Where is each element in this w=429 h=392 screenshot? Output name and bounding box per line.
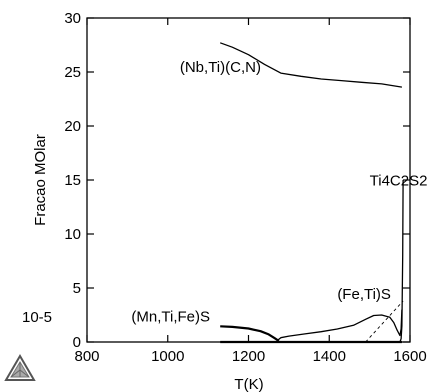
data-lines: (Nb,Ti)(C,N) Ti4C2S2 (Fe,Ti)S (Mn,Ti,Fe)S <box>131 42 428 344</box>
series-line-dashed <box>365 300 404 343</box>
thermo-calc-logo-icon <box>4 354 36 381</box>
series-line-mn-ti-fe-s <box>220 325 280 342</box>
y-tick-label: 10 <box>64 226 81 243</box>
labels: T(K) Fracao MOlar 10-5 <box>22 134 264 392</box>
annotation-label: (Fe,Ti)S <box>337 286 391 303</box>
y-tick-label: 30 <box>64 10 81 27</box>
x-axis-label: T(K) <box>234 376 263 392</box>
y-tick-label: 25 <box>64 64 81 81</box>
y-tick-label: 0 <box>73 334 81 351</box>
y-axis-label: Fracao MOlar <box>32 134 49 226</box>
series-line-nb-ti-c-n <box>219 42 403 88</box>
y-tick-label: 20 <box>64 118 81 135</box>
x-tick-label: 1600 <box>393 348 426 365</box>
y-tick-label: 15 <box>64 172 81 189</box>
series-line-fe-ti-s <box>276 309 403 342</box>
x-tick-label: 1000 <box>151 348 184 365</box>
y-tick-label: 5 <box>73 280 81 297</box>
annotation-label: Ti4C2S2 <box>370 172 428 189</box>
x-tick-label: 1400 <box>313 348 346 365</box>
annotation-label: (Mn,Ti,Fe)S <box>131 308 210 325</box>
annotation-label: (Nb,Ti)(C,N) <box>180 59 261 76</box>
series-line-ti4c2s2 <box>399 179 404 343</box>
x-tick-label: 800 <box>74 348 99 365</box>
x-tick-label: 1200 <box>232 348 265 365</box>
y-multiplier-label: 10-5 <box>22 309 52 326</box>
